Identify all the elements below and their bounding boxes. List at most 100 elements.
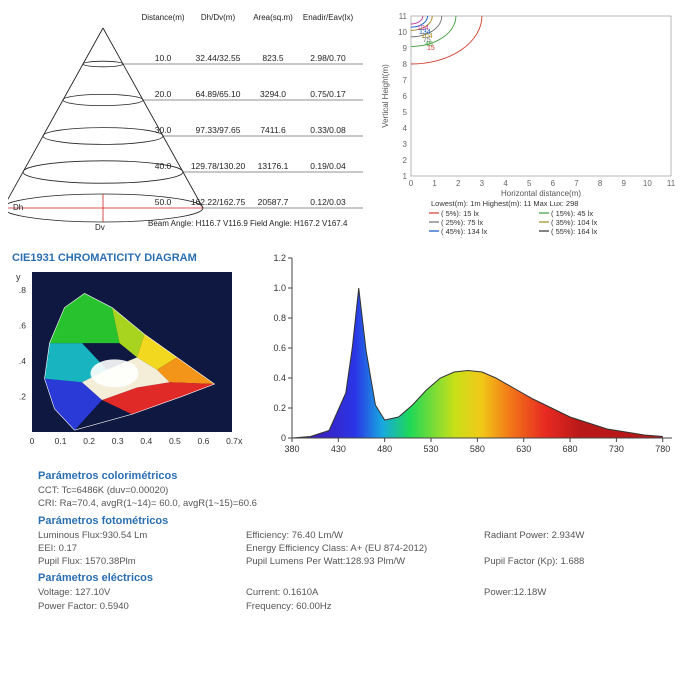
svg-text:32.44/32.55: 32.44/32.55 — [196, 53, 241, 63]
svg-text:1: 1 — [432, 179, 437, 188]
svg-text:10.0: 10.0 — [155, 53, 172, 63]
svg-text:1.0: 1.0 — [273, 283, 286, 293]
svg-text:380: 380 — [284, 444, 299, 454]
svg-text:730: 730 — [609, 444, 624, 454]
svg-text:3: 3 — [403, 140, 408, 149]
param-line: Pupil Flux: 1570.38Plm — [38, 555, 238, 568]
svg-text:4: 4 — [403, 124, 408, 133]
svg-text:0: 0 — [281, 433, 286, 443]
svg-text:Vertical Height(m): Vertical Height(m) — [381, 64, 390, 128]
svg-text:0.12/0.03: 0.12/0.03 — [310, 197, 346, 207]
svg-text:( 25%): 75 lx: ( 25%): 75 lx — [441, 218, 483, 227]
svg-text:129.78/130.20: 129.78/130.20 — [191, 161, 246, 171]
param-line: Radiant Power: 2.934W — [484, 529, 664, 542]
param-line — [484, 542, 664, 555]
svg-text:0.2: 0.2 — [273, 403, 286, 413]
svg-text:40.0: 40.0 — [155, 161, 172, 171]
svg-text:5: 5 — [403, 108, 408, 117]
svg-text:x: x — [238, 436, 243, 446]
svg-text:9: 9 — [622, 179, 627, 188]
svg-text:20587.7: 20587.7 — [258, 197, 289, 207]
param-line: Current: 0.1610A — [246, 586, 476, 599]
param-line: Voltage: 127.10V — [38, 586, 238, 599]
svg-text:580: 580 — [470, 444, 485, 454]
svg-text:11: 11 — [667, 179, 676, 188]
svg-text:Horizontal distance(m): Horizontal distance(m) — [501, 189, 581, 198]
svg-text:480: 480 — [377, 444, 392, 454]
svg-text:( 5%): 15 lx: ( 5%): 15 lx — [441, 209, 479, 218]
svg-text:0.5: 0.5 — [169, 436, 181, 446]
param-line: Frequency: 60.00Hz — [246, 600, 476, 613]
svg-text:11: 11 — [399, 12, 408, 21]
param-line: Pupil Factor (Kp): 1.688 — [484, 555, 664, 568]
svg-text:8: 8 — [403, 60, 408, 69]
svg-text:0: 0 — [409, 179, 414, 188]
svg-text:7411.6: 7411.6 — [260, 125, 286, 135]
param-line: Efficiency: 76.40 Lm/W — [246, 529, 476, 542]
param-line — [484, 600, 664, 613]
cie-chromaticity-diagram: 00.10.20.30.40.50.60.7.8.6.4.2xy — [8, 266, 248, 461]
param-line: Power:12.18W — [484, 586, 664, 599]
param-line: Power Factor: 0.5940 — [38, 600, 238, 613]
svg-text:430: 430 — [331, 444, 346, 454]
svg-text:5: 5 — [527, 179, 532, 188]
svg-text:64.89/65.10: 64.89/65.10 — [196, 89, 241, 99]
svg-text:Lowest(m): 1m Highest(m): 11: Lowest(m): 1m Highest(m): 11 Max Lux: 29… — [431, 199, 578, 208]
svg-text:9: 9 — [403, 44, 408, 53]
svg-text:0.6: 0.6 — [273, 343, 286, 353]
svg-text:630: 630 — [516, 444, 531, 454]
svg-text:0.6: 0.6 — [198, 436, 210, 446]
param-line: Luminous Flux:930.54 Lm — [38, 529, 238, 542]
cri-text: CRI: Ra=70.4, avgR(1~14)= 60.0, avgR(1~1… — [38, 497, 700, 510]
svg-text:0.3: 0.3 — [112, 436, 124, 446]
svg-text:530: 530 — [424, 444, 439, 454]
svg-text:0.2: 0.2 — [83, 436, 95, 446]
svg-text:.8: .8 — [19, 285, 26, 295]
svg-text:6: 6 — [551, 179, 556, 188]
svg-text:2.98/0.70: 2.98/0.70 — [310, 53, 346, 63]
svg-text:0.7: 0.7 — [226, 436, 238, 446]
svg-text:( 45%): 134 lx: ( 45%): 134 lx — [441, 227, 488, 236]
param-line: Pupil Lumens Per Watt:128.93 Plm/W — [246, 555, 476, 568]
svg-text:0.33/0.08: 0.33/0.08 — [310, 125, 346, 135]
svg-text:Dv: Dv — [95, 223, 105, 232]
svg-text:( 65%): 194 lx: ( 65%): 194 lx — [441, 236, 488, 238]
svg-text:0.1: 0.1 — [55, 436, 67, 446]
svg-text:30.0: 30.0 — [155, 125, 172, 135]
svg-text:.4: .4 — [19, 356, 26, 366]
cone-diagram: Distance(m)Dh/Dv(m)Area(sq.m)Enadir/Eav(… — [8, 8, 368, 238]
svg-text:10: 10 — [398, 28, 407, 37]
svg-text:Beam Angle: H116.7 V116.9 Fi: Beam Angle: H116.7 V116.9 Field Angle: H… — [148, 219, 348, 228]
svg-text:162.22/162.75: 162.22/162.75 — [191, 197, 246, 207]
cie-title: CIE1931 CHROMATICITY DIAGRAM — [12, 252, 248, 264]
svg-text:0.8: 0.8 — [273, 313, 286, 323]
svg-text:680: 680 — [563, 444, 578, 454]
svg-text:.2: .2 — [19, 391, 26, 401]
svg-text:0.4: 0.4 — [140, 436, 152, 446]
spectral-power-chart: 38043048053058063068073078000.20.40.60.8… — [256, 248, 686, 458]
svg-text:20.0: 20.0 — [155, 89, 172, 99]
svg-text:7: 7 — [403, 76, 408, 85]
svg-text:97.33/97.65: 97.33/97.65 — [196, 125, 241, 135]
svg-text:3294.0: 3294.0 — [260, 89, 286, 99]
svg-text:6: 6 — [403, 92, 408, 101]
svg-text:Enadir/Eav(lx): Enadir/Eav(lx) — [303, 13, 354, 22]
svg-text:2: 2 — [403, 156, 408, 165]
svg-text:0.75/0.17: 0.75/0.17 — [310, 89, 346, 99]
svg-text:15: 15 — [427, 45, 435, 52]
svg-text:10: 10 — [643, 179, 652, 188]
svg-text:823.5: 823.5 — [262, 53, 284, 63]
svg-text:Distance(m): Distance(m) — [141, 13, 184, 22]
svg-text:50.0: 50.0 — [155, 197, 172, 207]
svg-text:Dh: Dh — [13, 203, 23, 212]
svg-text:Dh/Dv(m): Dh/Dv(m) — [201, 13, 236, 22]
svg-text:1: 1 — [403, 172, 408, 181]
svg-text:( 55%): 164 lx: ( 55%): 164 lx — [551, 227, 598, 236]
svg-text:( 35%): 104 lx: ( 35%): 104 lx — [551, 218, 598, 227]
electric-title: Parámetros eléctricos — [38, 572, 700, 584]
param-line: EEI: 0.17 — [38, 542, 238, 555]
svg-text:y: y — [16, 272, 21, 282]
svg-text:0: 0 — [30, 436, 35, 446]
svg-text:4: 4 — [503, 179, 508, 188]
svg-text:0.19/0.04: 0.19/0.04 — [310, 161, 346, 171]
